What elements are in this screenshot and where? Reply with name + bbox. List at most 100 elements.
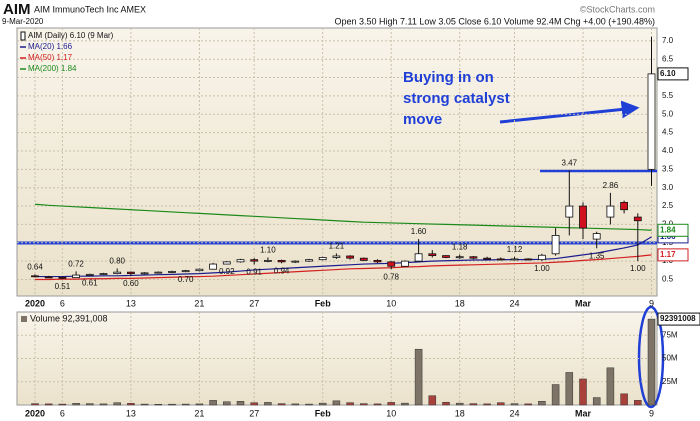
candle-body [428,253,437,257]
value-tag [657,248,689,262]
x-tick-label: 2020 [25,298,45,308]
candle-body [647,73,656,170]
volume-bar [565,372,574,406]
arrow [499,100,640,124]
candle-body [455,256,464,259]
y-tick-label: 4.5 [662,128,674,137]
volume-bar [236,401,245,406]
y-tick-label: 3.5 [662,164,674,173]
low-label: 0.60 [123,279,139,288]
volume-bar [209,400,217,406]
ma-line [35,254,652,281]
volume-bar [346,402,354,406]
candle-body [236,259,245,263]
candle-body [414,253,423,262]
low-label: 0.94 [274,266,290,275]
volume-bar [154,404,163,406]
value-tag [657,223,689,237]
volume-bar [579,378,587,406]
volume-bar [168,403,176,406]
price-panel [16,27,658,297]
volume-bar [318,402,327,406]
x-tick-label: 6 [60,298,65,308]
candle-body [99,273,108,276]
high-label: 0.72 [68,260,84,269]
x-tick-label: 24 [509,408,519,418]
y-tick-label: 5.5 [662,91,674,100]
candle-body [387,261,396,267]
y-tick-label: 25M [662,377,678,386]
x-tick-label: 6 [60,408,65,418]
quote: Open 3.50 High 7.11 Low 3.05 Close 6.10 … [334,16,655,26]
legend-label: AIM (Daily) 6.10 (9 Mar) [28,31,114,40]
x-tick-label: 13 [126,298,136,308]
value-tag [657,312,700,326]
volume-bar [634,400,642,406]
candle-body [442,255,450,258]
candle-body [565,205,574,218]
low-label: 0.70 [178,275,194,284]
legend-label: MA(50) 1.17 [28,53,73,62]
annotation: strong catalyst [403,90,510,107]
annotation: move [403,111,442,128]
x-tick-label: Mar [575,408,592,418]
candle-body [195,268,204,272]
x-tick-label: Feb [315,408,332,418]
candle-body [72,274,80,279]
x-tick-label: 13 [126,408,136,418]
high-label: 0.80 [109,257,125,266]
volume-bar [497,402,505,406]
volume-bar [387,402,395,406]
candle-body [496,258,505,261]
low-label: 0.61 [82,279,98,288]
x-tick-label: 27 [249,408,259,418]
x-tick-label: 27 [249,298,259,308]
candle-body [168,271,176,273]
legend-swatch [21,316,27,322]
volume-bar [332,400,341,406]
low-label: 1.35 [589,251,605,260]
volume-bar [606,367,615,406]
x-tick-label: 21 [194,408,204,418]
value-tag [657,67,689,81]
credit: ©StockCharts.com [580,4,655,14]
high-label: 3.47 [562,159,578,168]
legend-swatch [20,31,26,41]
volume-bar [469,403,478,406]
x-tick-label: Feb [315,298,332,308]
candle-body [400,260,409,267]
volume-bar [483,403,491,406]
candle-body [469,256,478,259]
high-label: 1.60 [411,227,427,236]
y-tick-label: 0.5 [662,275,674,284]
volume-bar [551,384,560,406]
candle-body [154,271,163,274]
volume-bar [592,397,601,406]
value-tag-label: 1.17 [660,250,676,259]
x-tick-label: 18 [455,298,465,308]
low-label: 0.51 [55,282,71,291]
volume-bar [291,403,300,406]
high-label: 1.10 [260,246,276,255]
legend-label: MA(200) 1.84 [28,64,77,73]
x-tick-label: 21 [194,298,204,308]
x-tick-label: 10 [386,408,396,418]
volume-bar [360,403,368,406]
x-tick-label: 10 [386,298,396,308]
volume-bar [510,403,519,406]
candle-body [318,257,327,261]
candle-body [373,259,382,263]
candle-body [606,205,615,218]
candle-body [510,258,519,261]
y-tick-label: 3.0 [662,183,674,192]
candle-body [140,272,149,275]
volume-bar [181,403,190,406]
x-tick-label: 9 [649,408,654,418]
high-label: 1.12 [507,245,523,254]
low-label: 0.78 [383,272,399,281]
volume-bar [538,401,546,406]
legend-label: MA(20) 1.66 [28,42,73,51]
candle-body [305,259,313,262]
low-label: 0.92 [219,267,235,276]
